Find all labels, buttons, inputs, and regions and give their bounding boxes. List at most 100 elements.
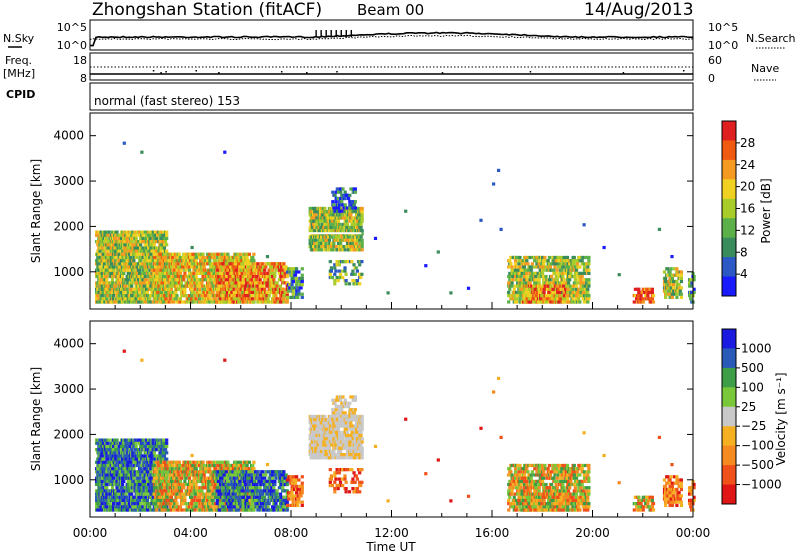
- power-cell: [164, 240, 168, 244]
- power-cell: [165, 262, 169, 266]
- power-cell: [152, 252, 156, 256]
- power-cell: [254, 281, 258, 285]
- cpid-panel-frame: [89, 82, 694, 111]
- velocity-cell: [100, 489, 104, 493]
- power-cell: [554, 274, 558, 279]
- power-cell: [217, 281, 222, 285]
- freq-point: [682, 70, 685, 72]
- power-cell: [125, 287, 129, 291]
- power-cell: [194, 297, 198, 301]
- power-cell: [360, 229, 364, 233]
- power-cell: [274, 268, 278, 272]
- power-cell: [300, 273, 304, 277]
- power-cell: [250, 278, 254, 282]
- power-cell: [216, 255, 220, 260]
- power-cell: [519, 278, 523, 282]
- power-cell: [510, 281, 514, 285]
- power-cell: [670, 295, 674, 299]
- power-cell: [564, 287, 568, 291]
- velocity-cell: [110, 495, 115, 499]
- power-cell: [560, 262, 564, 266]
- freq-point: [441, 72, 444, 74]
- power-cell: [666, 267, 670, 271]
- power-cell: [215, 271, 219, 275]
- power-cell: [175, 284, 179, 288]
- power-cell: [160, 236, 164, 240]
- power-cell: [327, 238, 331, 242]
- power-cell: [182, 278, 186, 282]
- power-cell: [98, 249, 102, 253]
- velocity-cell: [133, 460, 137, 464]
- power-cell: [151, 233, 155, 237]
- velocity-cell: [117, 502, 121, 506]
- power-cell: [280, 274, 284, 279]
- power-cell: [150, 290, 154, 294]
- power-cell: [359, 222, 363, 226]
- power-cell: [223, 300, 227, 304]
- power-cell: [553, 255, 557, 260]
- power-cell: [562, 262, 566, 266]
- power-cell: [160, 281, 164, 285]
- power-cell: [206, 252, 210, 256]
- power-cell: [138, 287, 142, 291]
- power-cell: [126, 255, 130, 260]
- power-cell: [266, 297, 270, 301]
- power-cell: [343, 203, 347, 207]
- power-cell: [222, 290, 226, 294]
- power-cell: [192, 290, 196, 294]
- power-cell: [124, 284, 128, 288]
- power-cell: [349, 225, 353, 230]
- power-cell: [243, 274, 248, 279]
- power-cell: [195, 265, 199, 269]
- power-cell: [587, 278, 591, 282]
- power-cell: [153, 278, 158, 282]
- power-cell: [152, 243, 156, 247]
- power-cell: [195, 294, 199, 298]
- power-cell: [226, 284, 231, 288]
- power-cell: [562, 278, 566, 282]
- power-cell: [548, 265, 553, 269]
- velocity-cell: [100, 454, 104, 458]
- power-cell: [547, 262, 551, 266]
- power-cell: [637, 287, 641, 291]
- power-cell: [675, 267, 679, 271]
- power-cell: [110, 278, 115, 282]
- power-cell: [527, 297, 531, 301]
- velocity-cell: [131, 505, 135, 509]
- power-cell: [266, 290, 270, 294]
- power-cell: [156, 290, 160, 294]
- power-cell: [679, 286, 683, 290]
- power-cell: [247, 274, 251, 279]
- power-cell: [542, 268, 546, 272]
- power-cell: [238, 284, 242, 288]
- power-cell: [122, 290, 126, 294]
- velocity-cell: [97, 498, 101, 502]
- power-cell: [101, 290, 105, 294]
- power-cell: [527, 294, 531, 298]
- power-cell: [153, 262, 158, 266]
- power-cell: [545, 268, 549, 272]
- power-cell: [584, 255, 588, 260]
- power-cell: [349, 241, 353, 245]
- power-cell: [577, 290, 581, 294]
- power-cell: [300, 295, 304, 299]
- power-cell: [300, 283, 304, 287]
- velocity-cell: [113, 473, 117, 477]
- power-cell: [350, 222, 354, 226]
- power-cell: [136, 294, 141, 298]
- power-cell: [276, 297, 280, 301]
- power-cell: [121, 252, 125, 256]
- power-cell: [154, 246, 159, 250]
- power-cell: [145, 281, 150, 285]
- power-cell: [639, 300, 643, 304]
- power-cell: [355, 282, 359, 286]
- ytick-label: 2000: [53, 219, 84, 233]
- power-cell: [343, 222, 347, 226]
- cpid-panel: CPID normal (fast stereo) 153: [6, 82, 694, 111]
- power-cell: [277, 271, 281, 275]
- power-cell: [527, 287, 531, 291]
- power-cell: [343, 196, 347, 201]
- power-cell: [323, 206, 327, 211]
- power-cell: [102, 255, 107, 260]
